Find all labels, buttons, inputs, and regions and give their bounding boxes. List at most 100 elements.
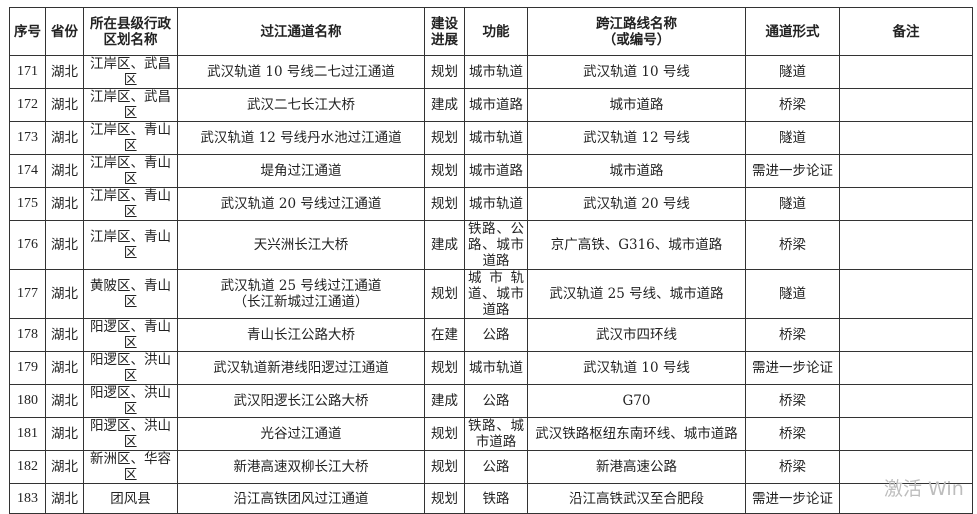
cell-county: 江岸区、青山区: [83, 187, 178, 221]
table-row: 179 湖北 阳逻区、洪山区 武汉轨道新港线阳逻过江通道 规划 城市轨道 武汉轨道 10 号…: [9, 351, 973, 385]
cell-channel-type: 桥梁: [745, 417, 840, 451]
cell-function: 城市轨道: [464, 55, 528, 89]
cell-county: 江岸区、青山区: [83, 154, 178, 188]
cell-route-name: 城市道路: [527, 88, 746, 122]
cell-channel-type: 隧道: [745, 55, 840, 89]
cell-province: 湖北: [45, 121, 84, 155]
cell-remarks: [839, 154, 973, 188]
header-row: 序号 省份 所在县级行政 区划名称 过江通道名称 建设 进展 功能 跨江路线名称 （或编号）…: [9, 7, 973, 56]
cell-progress: 建成: [424, 88, 465, 122]
header-serial: 序号: [9, 7, 46, 56]
cell-route-name: 武汉铁路枢纽东南环线、城市道路: [527, 417, 746, 451]
cell-county: 新洲区、华容区: [83, 450, 178, 484]
cell-province: 湖北: [45, 55, 84, 89]
cell-route-name: G70: [527, 384, 746, 418]
cell-serial: 178: [9, 318, 46, 352]
cell-channel-name: 堤角过江通道: [177, 154, 425, 188]
cell-remarks: [839, 417, 973, 451]
cell-province: 湖北: [45, 450, 84, 484]
cell-remarks: [839, 88, 973, 122]
cell-serial: 171: [9, 55, 46, 89]
cell-route-name: 武汉轨道 12 号线: [527, 121, 746, 155]
cell-route-name: 新港高速公路: [527, 450, 746, 484]
header-function: 功能: [464, 7, 528, 56]
cell-progress: 规划: [424, 269, 465, 319]
cell-channel-name: 新港高速双柳长江大桥: [177, 450, 425, 484]
cell-channel-name: 武汉轨道 25 号线过江通道 （长江新城过江通道）: [177, 269, 425, 319]
cell-county: 江岸区、武昌区: [83, 55, 178, 89]
cell-county: 阳逻区、洪山区: [83, 417, 178, 451]
cell-function: 公路: [464, 318, 528, 352]
cell-progress: 规划: [424, 154, 465, 188]
cell-function: 城市轨道: [464, 121, 528, 155]
cell-function: 铁路、城市道路: [464, 417, 528, 451]
cell-channel-type: 需进一步论证: [745, 483, 840, 514]
cell-route-name: 城市道路: [527, 154, 746, 188]
header-route-name: 跨江路线名称 （或编号）: [527, 7, 746, 56]
cell-channel-type: 桥梁: [745, 88, 840, 122]
cell-serial: 179: [9, 351, 46, 385]
table-row: 178 湖北 阳逻区、青山区 青山长江公路大桥 在建 公路 武汉市四环线 桥梁: [9, 318, 973, 352]
cell-channel-name: 武汉轨道 12 号线丹水池过江通道: [177, 121, 425, 155]
cell-province: 湖北: [45, 384, 84, 418]
cell-province: 湖北: [45, 269, 84, 319]
river-crossing-table: 序号 省份 所在县级行政 区划名称 过江通道名称 建设 进展 功能 跨江路线名称 （或编号）…: [9, 7, 973, 514]
cell-progress: 规划: [424, 121, 465, 155]
cell-progress: 规划: [424, 187, 465, 221]
cell-function: 公路: [464, 450, 528, 484]
cell-function: 铁路、公路、城市道路: [464, 220, 528, 270]
table-row: 172 湖北 江岸区、武昌区 武汉二七长江大桥 建成 城市道路 城市道路 桥梁: [9, 88, 973, 122]
cell-remarks: [839, 55, 973, 89]
cell-county: 阳逻区、青山区: [83, 318, 178, 352]
cell-progress: 建成: [424, 384, 465, 418]
cell-progress: 规划: [424, 55, 465, 89]
table-row: 177 湖北 黄陂区、青山区 武汉轨道 25 号线过江通道 （长江新城过江通道） 规划城…: [9, 269, 973, 319]
cell-route-name: 武汉轨道 25 号线、城市道路: [527, 269, 746, 319]
cell-province: 湖北: [45, 318, 84, 352]
cell-county: 江岸区、青山区: [83, 121, 178, 155]
cell-serial: 180: [9, 384, 46, 418]
table-row: 183 湖北 团风县 沿江高铁团风过江通道 规划 铁路 沿江高铁武汉至合肥段 需进一步论证: [9, 483, 973, 514]
cell-remarks: [839, 351, 973, 385]
cell-province: 湖北: [45, 220, 84, 270]
cell-function: 城市轨道、城市道路: [464, 269, 528, 319]
table-row: 182 湖北 新洲区、华容区 新港高速双柳长江大桥 规划 公路 新港高速公路 桥梁: [9, 450, 973, 484]
cell-function: 城市道路: [464, 154, 528, 188]
table-row: 175 湖北 江岸区、青山区 武汉轨道 20 号线过江通道 规划 城市轨道 武汉轨道 20 …: [9, 187, 973, 221]
cell-serial: 176: [9, 220, 46, 270]
cell-function: 城市道路: [464, 88, 528, 122]
cell-county: 团风县: [83, 483, 178, 514]
cell-route-name: 武汉轨道 10 号线: [527, 351, 746, 385]
cell-function: 公路: [464, 384, 528, 418]
cell-channel-type: 需进一步论证: [745, 351, 840, 385]
cell-serial: 173: [9, 121, 46, 155]
cell-county: 黄陂区、青山区: [83, 269, 178, 319]
cell-progress: 规划: [424, 483, 465, 514]
cell-channel-name: 青山长江公路大桥: [177, 318, 425, 352]
cell-route-name: 武汉轨道 20 号线: [527, 187, 746, 221]
cell-province: 湖北: [45, 351, 84, 385]
cell-province: 湖北: [45, 483, 84, 514]
header-channel-type: 通道形式: [745, 7, 840, 56]
cell-county: 江岸区、青山区: [83, 220, 178, 270]
cell-progress: 建成: [424, 220, 465, 270]
header-progress: 建设 进展: [424, 7, 465, 56]
cell-channel-name: 武汉二七长江大桥: [177, 88, 425, 122]
activation-watermark: 激活 Win: [884, 478, 964, 500]
table-row: 173 湖北 江岸区、青山区 武汉轨道 12 号线丹水池过江通道 规划 城市轨道 武汉轨道 …: [9, 121, 973, 155]
cell-progress: 规划: [424, 417, 465, 451]
cell-serial: 181: [9, 417, 46, 451]
cell-channel-name: 光谷过江通道: [177, 417, 425, 451]
cell-serial: 175: [9, 187, 46, 221]
cell-route-name: 武汉轨道 10 号线: [527, 55, 746, 89]
cell-county: 江岸区、武昌区: [83, 88, 178, 122]
cell-county: 阳逻区、洪山区: [83, 384, 178, 418]
cell-progress: 规划: [424, 450, 465, 484]
cell-serial: 174: [9, 154, 46, 188]
table-row: 176 湖北 江岸区、青山区 天兴洲长江大桥 建成 铁路、公路、城市道路 京广高铁、G316…: [9, 220, 973, 270]
cell-channel-type: 桥梁: [745, 450, 840, 484]
cell-remarks: [839, 384, 973, 418]
table-row: 180 湖北 阳逻区、洪山区 武汉阳逻长江公路大桥 建成 公路 G70 桥梁: [9, 384, 973, 418]
cell-channel-name: 天兴洲长江大桥: [177, 220, 425, 270]
cell-function: 城市轨道: [464, 351, 528, 385]
